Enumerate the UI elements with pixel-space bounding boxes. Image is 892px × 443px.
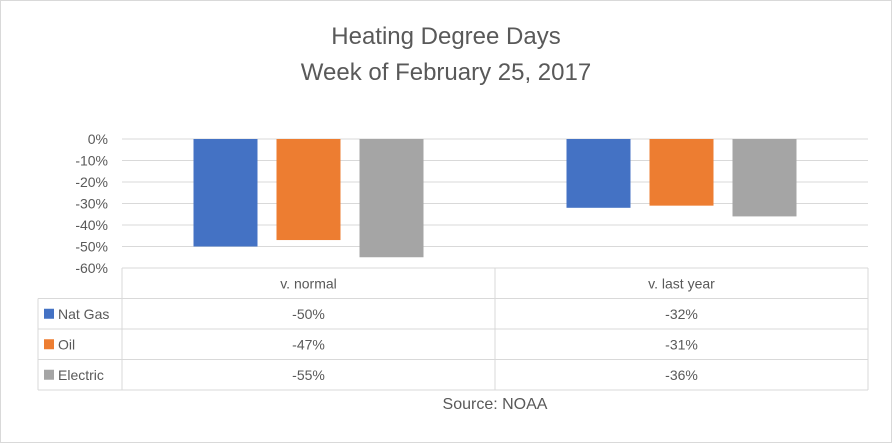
data-label: -31% bbox=[665, 336, 698, 352]
category-label: v. last year bbox=[648, 275, 715, 291]
legend-key bbox=[44, 339, 54, 350]
data-label: -55% bbox=[292, 367, 325, 383]
legend-key bbox=[44, 308, 54, 319]
y-tick-label: -10% bbox=[75, 153, 108, 169]
category-label: v. normal bbox=[280, 275, 337, 291]
legend-label: Electric bbox=[58, 367, 104, 383]
bar-nat-gas-1 bbox=[566, 139, 631, 208]
y-tick-label: -60% bbox=[75, 260, 108, 276]
bar-electric-1 bbox=[732, 139, 797, 217]
data-table: v. normal v. last year Nat Gas -50% -32% Oil -… bbox=[37, 267, 869, 391]
y-tick-labels: 0% -10% -20% -30% -40% -50% -60% bbox=[75, 131, 108, 276]
y-tick-label: -50% bbox=[75, 239, 108, 255]
legend-label: Oil bbox=[58, 336, 75, 352]
data-label: -32% bbox=[665, 306, 698, 322]
data-label: -50% bbox=[292, 306, 325, 322]
chart-subtitle: Week of February 25, 2017 bbox=[300, 59, 592, 86]
y-tick-label: -40% bbox=[75, 217, 108, 233]
data-label: -36% bbox=[665, 367, 698, 383]
y-tick-label: 0% bbox=[88, 131, 108, 147]
bar-oil-1 bbox=[649, 139, 714, 206]
bar-oil-0 bbox=[276, 139, 341, 241]
y-tick-label: -30% bbox=[75, 196, 108, 212]
legend-key bbox=[44, 369, 54, 380]
bar-electric-0 bbox=[359, 139, 424, 258]
chart-title: Heating Degree Days bbox=[331, 23, 561, 50]
bars bbox=[193, 139, 797, 258]
data-label: -47% bbox=[292, 336, 325, 352]
y-tick-label: -20% bbox=[75, 174, 108, 190]
bar-nat-gas-0 bbox=[193, 139, 258, 247]
source-note: Source: NOAA bbox=[442, 396, 548, 413]
legend-label: Nat Gas bbox=[58, 306, 109, 322]
